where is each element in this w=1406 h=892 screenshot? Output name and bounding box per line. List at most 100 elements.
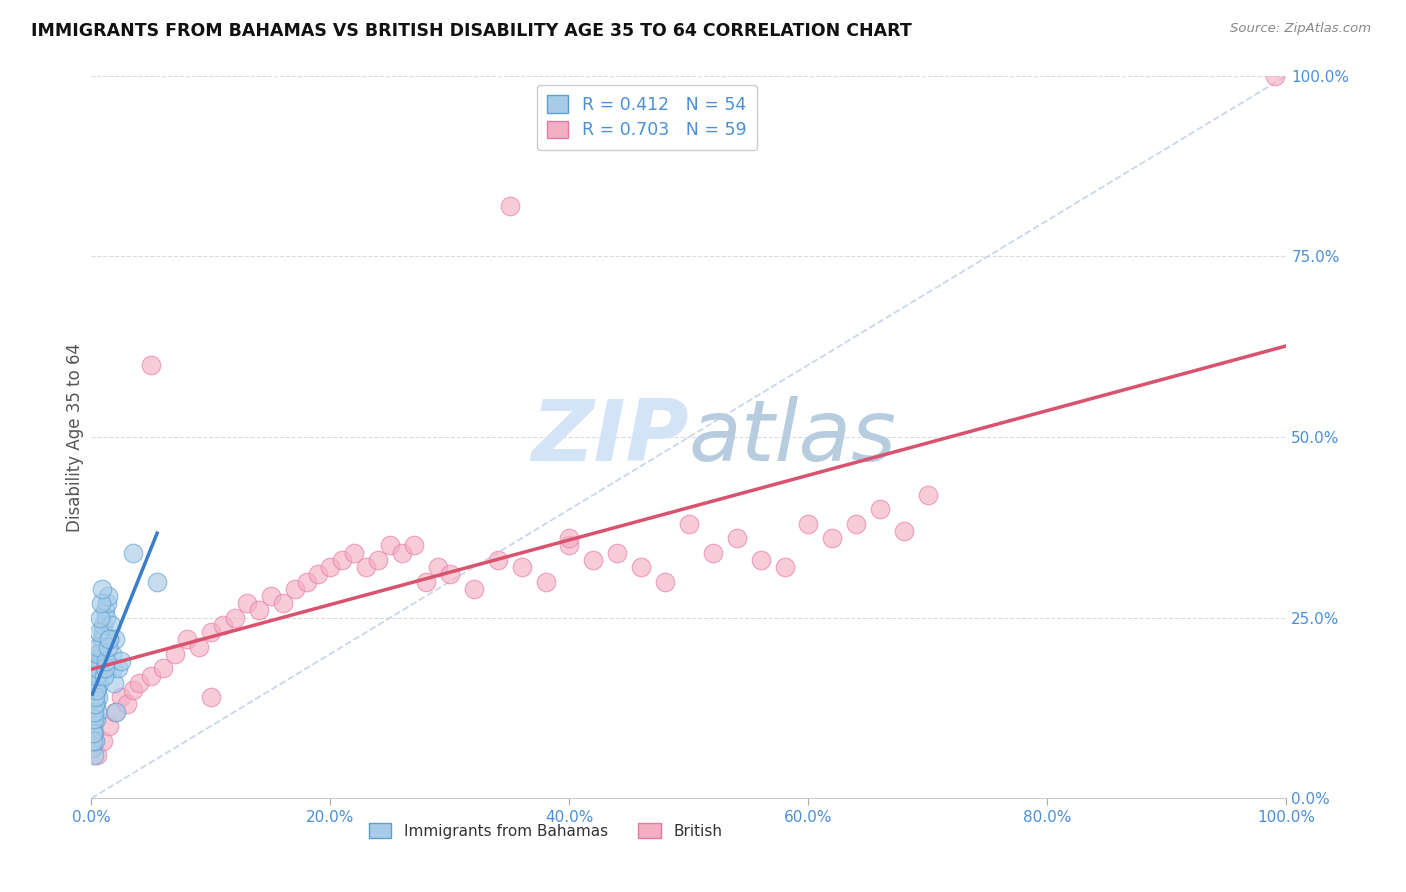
Point	[86, 705, 108, 719]
Point	[146, 574, 169, 589]
Point	[122, 683, 145, 698]
Point	[821, 531, 844, 545]
Point	[654, 574, 676, 589]
Point	[367, 553, 389, 567]
Y-axis label: Disability Age 35 to 64: Disability Age 35 to 64	[66, 343, 84, 532]
Point	[534, 574, 557, 589]
Point	[869, 502, 891, 516]
Point	[402, 538, 425, 552]
Point	[84, 698, 107, 712]
Point	[83, 726, 105, 740]
Point	[90, 647, 112, 661]
Point	[94, 661, 117, 675]
Point	[82, 719, 104, 733]
Point	[582, 553, 605, 567]
Point	[100, 647, 122, 661]
Point	[96, 654, 118, 668]
Point	[259, 589, 281, 603]
Point	[141, 668, 162, 682]
Legend: Immigrants from Bahamas, British: Immigrants from Bahamas, British	[363, 817, 728, 845]
Point	[510, 560, 533, 574]
Point	[84, 733, 107, 747]
Point	[93, 618, 114, 632]
Point	[115, 698, 138, 712]
Point	[247, 603, 270, 617]
Point	[354, 560, 377, 574]
Point	[163, 647, 186, 661]
Point	[271, 596, 294, 610]
Point	[101, 661, 124, 675]
Point	[87, 668, 110, 682]
Point	[415, 574, 437, 589]
Point	[141, 358, 162, 372]
Point	[90, 632, 112, 647]
Point	[83, 747, 105, 762]
Point	[152, 661, 174, 675]
Point	[797, 516, 820, 531]
Point	[630, 560, 652, 574]
Point	[702, 546, 724, 560]
Point	[893, 524, 915, 538]
Point	[83, 698, 105, 712]
Point	[176, 632, 198, 647]
Point	[91, 625, 114, 640]
Point	[917, 488, 939, 502]
Point	[91, 582, 114, 596]
Point	[725, 531, 748, 545]
Point	[307, 567, 329, 582]
Point	[89, 661, 111, 675]
Point	[773, 560, 796, 574]
Point	[558, 538, 581, 552]
Point	[87, 690, 110, 705]
Point	[84, 683, 107, 698]
Point	[200, 625, 222, 640]
Point	[110, 654, 132, 668]
Point	[105, 705, 128, 719]
Point	[103, 675, 125, 690]
Text: atlas: atlas	[689, 395, 897, 479]
Point	[104, 632, 127, 647]
Point	[86, 661, 108, 675]
Point	[96, 596, 118, 610]
Point	[87, 640, 110, 654]
Point	[378, 538, 402, 552]
Point	[100, 618, 122, 632]
Point	[845, 516, 868, 531]
Point	[97, 589, 120, 603]
Point	[82, 726, 104, 740]
Point	[343, 546, 366, 560]
Point	[110, 690, 132, 705]
Point	[224, 610, 246, 624]
Point	[104, 705, 127, 719]
Point	[84, 712, 107, 726]
Text: IMMIGRANTS FROM BAHAMAS VS BRITISH DISABILITY AGE 35 TO 64 CORRELATION CHART: IMMIGRANTS FROM BAHAMAS VS BRITISH DISAB…	[31, 22, 911, 40]
Point	[200, 690, 222, 705]
Point	[295, 574, 318, 589]
Point	[94, 610, 117, 624]
Point	[1264, 69, 1286, 83]
Point	[89, 675, 111, 690]
Point	[86, 647, 108, 661]
Point	[498, 199, 520, 213]
Point	[97, 632, 120, 647]
Text: ZIP: ZIP	[531, 395, 689, 479]
Point	[89, 654, 111, 668]
Point	[283, 582, 307, 596]
Point	[486, 553, 509, 567]
Point	[558, 531, 581, 545]
Point	[107, 661, 129, 675]
Point	[678, 516, 700, 531]
Point	[187, 640, 211, 654]
Point	[211, 618, 233, 632]
Point	[89, 610, 111, 624]
Point	[82, 740, 104, 755]
Point	[84, 690, 107, 705]
Text: Source: ZipAtlas.com: Source: ZipAtlas.com	[1230, 22, 1371, 36]
Point	[83, 712, 105, 726]
Point	[93, 668, 115, 682]
Point	[749, 553, 772, 567]
Point	[96, 640, 118, 654]
Point	[426, 560, 449, 574]
Point	[98, 719, 121, 733]
Point	[439, 567, 461, 582]
